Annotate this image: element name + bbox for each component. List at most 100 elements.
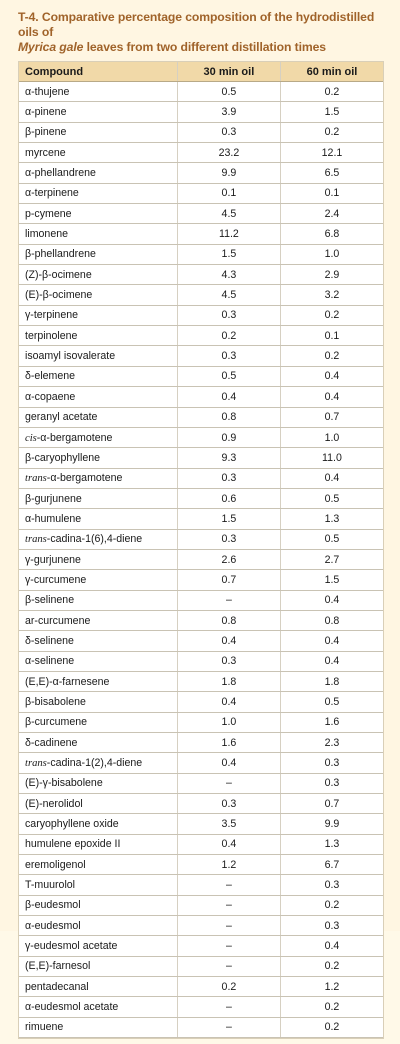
value-60min-cell: 6.8: [279, 223, 383, 245]
value-60min-cell: 0.3: [279, 915, 383, 937]
value-30min-cell: 0.3: [176, 793, 281, 815]
value-60min-cell: 0.2: [279, 345, 383, 367]
compound-cell: eremoligenol: [19, 854, 178, 876]
compound-cell: limonene: [19, 223, 178, 245]
compound-cell: geranyl acetate: [19, 407, 178, 428]
caption-species: Myrica gale: [18, 40, 84, 54]
value-30min-cell: 2.6: [176, 549, 281, 571]
table-row: α-terpinene 0.1 0.1: [19, 183, 383, 205]
value-60min-cell: 1.5: [279, 101, 383, 123]
compound-cell: δ-cadinene: [19, 732, 178, 754]
value-60min-cell: 1.5: [279, 569, 383, 591]
table-row: δ-elemene 0.5 0.4: [19, 366, 383, 388]
table-row: ar-curcumene 0.8 0.8: [19, 610, 383, 632]
value-60min-cell: 1.3: [279, 508, 383, 530]
value-30min-cell: –: [176, 996, 281, 1018]
table-row: β-bisabolene 0.4 0.5: [19, 691, 383, 713]
value-60min-cell: 0.4: [279, 651, 383, 672]
compound-cell: trans-α-bergamotene: [19, 468, 178, 489]
value-60min-cell: 0.3: [279, 773, 383, 795]
value-30min-cell: 4.5: [176, 203, 281, 225]
compound-cell: (E,E)-farnesol: [19, 956, 178, 978]
value-60min-cell: 0.5: [279, 488, 383, 510]
compound-cell: α-thujene: [19, 81, 178, 103]
value-30min-cell: 1.5: [176, 508, 281, 530]
value-30min-cell: 0.2: [176, 325, 281, 347]
table-row: β-phellandrene 1.5 1.0: [19, 244, 383, 266]
compound-cell: pentadecanal: [19, 976, 178, 998]
table-row: β-curcumene 1.0 1.6: [19, 712, 383, 734]
compound-cell: (E,E)-α-farnesene: [19, 671, 178, 693]
value-60min-cell: 1.2: [279, 976, 383, 998]
value-30min-cell: 0.4: [176, 630, 281, 652]
caption-line2: leaves from two different distillation t…: [83, 40, 327, 54]
value-30min-cell: –: [176, 773, 281, 795]
table-row: caryophyllene oxide 3.5 9.9: [19, 813, 383, 835]
header-row: Compound 30 min oil 60 min oil: [19, 62, 383, 82]
table-row: (Z)-β-ocimene 4.3 2.9: [19, 264, 383, 286]
value-30min-cell: 1.6: [176, 732, 281, 754]
table-row: α-selinene 0.3 0.4: [19, 651, 383, 672]
header-compound: Compound: [19, 62, 178, 82]
table-row: α-humulene 1.5 1.3: [19, 508, 383, 530]
table-row: α-pinene 3.9 1.5: [19, 101, 383, 123]
page: T-4. Comparative percentage composition …: [18, 10, 384, 1040]
value-30min-cell: 11.2: [176, 223, 281, 245]
value-60min-cell: 1.8: [279, 671, 383, 693]
table-row: γ-terpinene 0.3 0.2: [19, 305, 383, 327]
value-60min-cell: 0.2: [279, 956, 383, 978]
value-30min-cell: –: [176, 1017, 281, 1039]
table-row: β-caryophyllene 9.3 11.0: [19, 447, 383, 469]
value-60min-cell: 0.2: [279, 305, 383, 327]
compound-cell: ar-curcumene: [19, 610, 178, 632]
compound-cell: γ-curcumene: [19, 569, 178, 591]
compound-cell: isoamyl isovalerate: [19, 345, 178, 367]
value-30min-cell: 0.7: [176, 569, 281, 591]
value-60min-cell: 1.0: [279, 427, 383, 449]
value-60min-cell: 11.0: [279, 447, 383, 469]
table-row: α-phellandrene 9.9 6.5: [19, 162, 383, 184]
value-60min-cell: 3.2: [279, 284, 383, 306]
table-row: (E,E)-farnesol –0.2: [19, 956, 383, 978]
compound-cell: terpinolene: [19, 325, 178, 347]
value-30min-cell: –: [176, 915, 281, 937]
compound-cell: γ-gurjunene: [19, 549, 178, 571]
table-row: γ-eudesmol acetate –0.4: [19, 935, 383, 957]
value-30min-cell: 0.3: [176, 305, 281, 327]
compound-cell: trans-cadina-1(6),4-diene: [19, 529, 178, 550]
compound-cell: β-caryophyllene: [19, 447, 178, 469]
compound-cell: γ-terpinene: [19, 305, 178, 327]
table-row: β-pinene 0.3 0.2: [19, 122, 383, 144]
value-30min-cell: –: [176, 956, 281, 978]
table-row: (E)-γ-bisabolene –0.3: [19, 773, 383, 795]
value-30min-cell: 0.4: [176, 752, 281, 774]
value-60min-cell: 0.2: [279, 1017, 383, 1039]
value-60min-cell: 0.4: [279, 935, 383, 957]
compound-cell: β-curcumene: [19, 712, 178, 734]
compound-cell: α-phellandrene: [19, 162, 178, 184]
value-30min-cell: 0.3: [176, 345, 281, 367]
value-30min-cell: 0.4: [176, 691, 281, 713]
compound-cell: α-selinene: [19, 651, 178, 672]
value-60min-cell: 0.7: [279, 793, 383, 815]
value-30min-cell: –: [176, 590, 281, 611]
compound-cell: (Z)-β-ocimene: [19, 264, 178, 286]
value-60min-cell: 0.8: [279, 610, 383, 632]
value-30min-cell: 0.5: [176, 81, 281, 103]
compound-cell: β-gurjunene: [19, 488, 178, 510]
table-row: geranyl acetate 0.8 0.7: [19, 407, 383, 428]
compound-cell: γ-eudesmol acetate: [19, 935, 178, 957]
table-container: Compound 30 min oil 60 min oil α-thujene…: [18, 61, 384, 1040]
value-60min-cell: 6.5: [279, 162, 383, 184]
value-60min-cell: 0.2: [279, 996, 383, 1018]
value-60min-cell: 0.2: [279, 81, 383, 103]
table-row: δ-selinene 0.4 0.4: [19, 630, 383, 652]
table-row: γ-gurjunene 2.6 2.7: [19, 549, 383, 571]
value-30min-cell: 0.5: [176, 366, 281, 388]
compound-cell: α-eudesmol acetate: [19, 996, 178, 1018]
value-60min-cell: 0.4: [279, 386, 383, 408]
compound-cell: β-phellandrene: [19, 244, 178, 266]
table-row: limonene 11.2 6.8: [19, 223, 383, 245]
compound-cell: δ-selinene: [19, 630, 178, 652]
table-row: α-copaene 0.4 0.4: [19, 386, 383, 408]
